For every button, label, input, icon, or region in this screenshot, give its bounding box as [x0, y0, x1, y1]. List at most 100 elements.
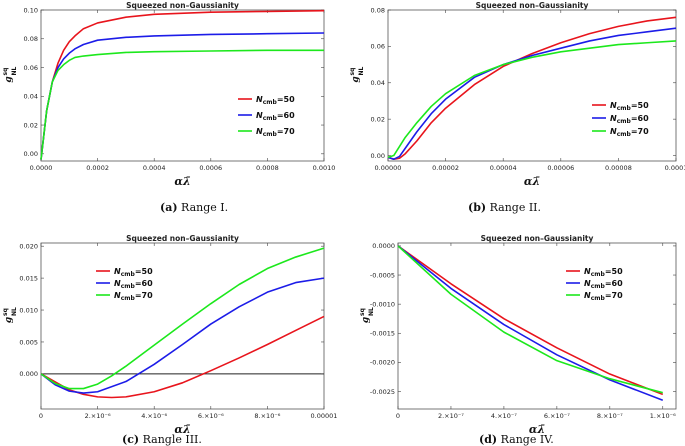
chart-title: Squeezed non–Gaussianity	[126, 234, 239, 243]
y-tick-label: 0.08	[24, 35, 38, 43]
x-tick-label: 1.×10⁻⁶	[650, 412, 676, 420]
chart-panel-3: Squeezed non–Gaussianity 0 2.×10⁻⁶ 4.×10⁻⁶ 6…	[2, 234, 337, 436]
x-tick-label: 4.×10⁻⁶	[141, 412, 167, 420]
x-tick-label: 0.0004	[143, 164, 166, 172]
panel-caption-text: Range I.	[177, 201, 229, 214]
x-tick-label: 0.0001	[665, 164, 685, 172]
x-axis-label: αλ̄	[174, 175, 190, 188]
x-tick-label: 0.0000	[30, 164, 53, 172]
x-tick-label: 8.×10⁻⁶	[254, 412, 280, 420]
y-tick-label: 0.10	[24, 6, 38, 14]
x-tick-label: 0.0010	[313, 164, 336, 172]
y-axis-label: g	[361, 317, 371, 323]
y-tick-label: 0.005	[19, 338, 38, 346]
panel-caption-text: Rangle III.	[139, 433, 202, 446]
x-tick-label: 0.00002	[432, 164, 459, 172]
x-tick-label: 0.00001	[311, 412, 338, 420]
series-line-70	[387, 40, 677, 159]
x-tick-label: 0.00000	[375, 164, 402, 172]
legend-label-70: Ncmb=70	[114, 291, 153, 302]
legend-label-50: Ncmb=50	[256, 95, 295, 106]
chart-title: Squeezed non–Gaussianity	[126, 1, 239, 10]
panel-caption-label: (b)	[468, 201, 487, 214]
y-axis-label-sup: sq	[359, 308, 366, 316]
y-axis-label-sub: NL	[11, 66, 18, 75]
series-line-60	[40, 277, 325, 394]
y-axis-label: g	[351, 76, 361, 82]
y-tick-label: 0.02	[371, 115, 385, 123]
y-tick-label: 0.08	[371, 6, 385, 14]
x-tick-label: 0	[39, 412, 43, 420]
series-line-70	[40, 49, 324, 160]
panel-caption-label: (a)	[160, 201, 178, 214]
legend-label-50: Ncmb=50	[610, 101, 649, 112]
x-tick-label: 0.0008	[256, 164, 279, 172]
x-tick-label: 0	[396, 412, 400, 420]
y-tick-label: 0.02	[24, 121, 38, 129]
x-tick-label: 6.×10⁻⁶	[198, 412, 224, 420]
series-line-60	[397, 245, 664, 402]
series-line-50	[40, 315, 325, 399]
plot-frame	[397, 242, 677, 410]
legend-label-70: Ncmb=70	[584, 291, 623, 302]
x-tick-label: 2.×10⁻⁷	[438, 412, 464, 420]
chart-panel-4: Squeezed non–Gaussianity 0 2.×10⁻⁷ 4.×10⁻⁷ 6…	[359, 234, 677, 436]
y-tick-label: 0.0000	[372, 242, 395, 250]
panel-caption-label: (d)	[479, 433, 498, 446]
y-axis-label: g	[4, 76, 14, 82]
legend-label-60: Ncmb=60	[256, 111, 295, 122]
legend-label-70: Ncmb=70	[610, 127, 649, 138]
y-axis-label-sup: sq	[349, 68, 356, 76]
series-line-50	[397, 245, 664, 396]
x-tick-label: 0.0002	[86, 164, 109, 172]
y-axis-label-sub: NL	[11, 307, 18, 316]
chart-title: Squeezed non–Gaussianity	[476, 1, 589, 10]
y-tick-label: 0.06	[24, 64, 38, 72]
y-tick-label: -0.0015	[370, 330, 395, 338]
y-tick-label: 0.00	[24, 150, 38, 158]
series-line-70	[40, 247, 325, 390]
y-tick-label: 0.015	[19, 274, 38, 282]
series-line-60	[387, 27, 677, 160]
x-tick-label: 6.×10⁻⁷	[544, 412, 570, 420]
y-axis-label: g	[4, 317, 14, 323]
y-tick-label: -0.0010	[370, 300, 395, 308]
x-axis-label: αλ̄	[524, 175, 540, 188]
panel-caption: (a) Range I.	[160, 201, 228, 214]
x-tick-label: 0.00004	[490, 164, 517, 172]
plot-frame	[40, 242, 325, 410]
chart-title: Squeezed non–Gaussianity	[481, 234, 594, 243]
plot-frame	[387, 9, 677, 162]
y-tick-label: 0.00	[371, 152, 385, 160]
legend-label-50: Ncmb=50	[584, 267, 623, 278]
legend-label-60: Ncmb=60	[584, 279, 623, 290]
series-line-50	[387, 16, 677, 160]
chart-panel-1: Squeezed non–Gaussianity 0.0000 0.0002 0.00…	[2, 1, 335, 188]
y-axis-label-sup: sq	[2, 68, 9, 76]
y-tick-label: 0.000	[19, 370, 38, 378]
panel-caption-text: Range II.	[486, 201, 542, 214]
panel-caption: (d) Range IV.	[479, 433, 554, 446]
x-axis-label: αλ̄	[174, 423, 190, 436]
legend-label-70: Ncmb=70	[256, 127, 295, 138]
x-tick-label: 4.×10⁻⁷	[491, 412, 517, 420]
y-tick-label: 0.04	[371, 79, 385, 87]
legend-label-50: Ncmb=50	[114, 267, 153, 278]
y-tick-label: -0.0025	[370, 388, 395, 396]
panel-caption-text: Range IV.	[497, 433, 554, 446]
y-tick-label: 0.010	[19, 306, 38, 314]
x-axis-label: αλ̄	[529, 423, 545, 436]
x-tick-label: 8.×10⁻⁷	[597, 412, 623, 420]
x-tick-label: 2.×10⁻⁶	[85, 412, 111, 420]
y-tick-label: 0.06	[371, 43, 385, 51]
panel-caption-label: (c)	[122, 433, 140, 446]
y-tick-label: 0.04	[24, 93, 38, 101]
y-axis-label-sub: NL	[368, 307, 375, 316]
y-tick-label: -0.0020	[370, 359, 395, 367]
y-tick-label: 0.020	[19, 242, 38, 250]
chart-panel-2: Squeezed non–Gaussianity 0.00000 0.00002 0.…	[349, 1, 685, 188]
series-line-70	[397, 245, 663, 394]
x-tick-label: 0.00006	[547, 164, 574, 172]
y-tick-label: -0.0005	[370, 271, 395, 279]
